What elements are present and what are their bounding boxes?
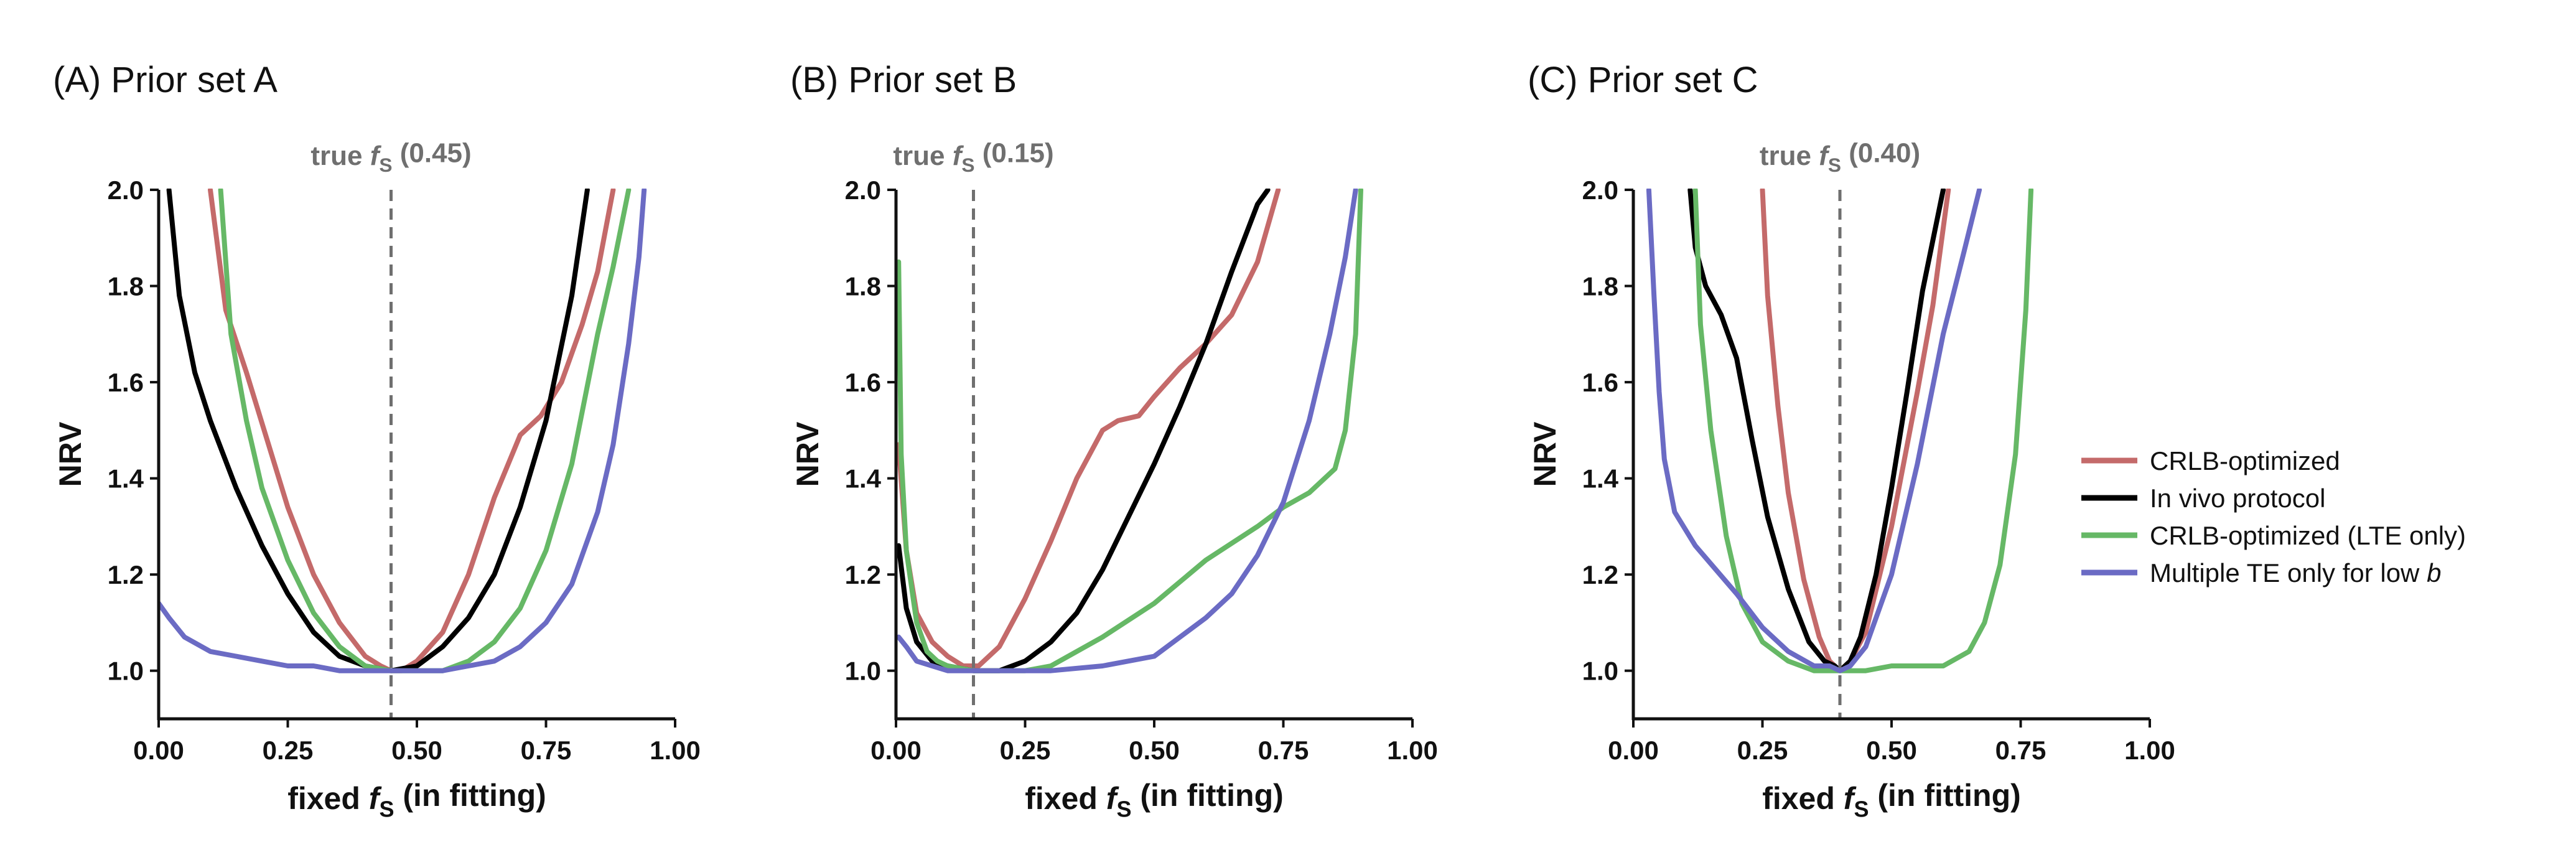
panel-title: (C) Prior set C <box>1528 60 1758 100</box>
series-line-multiple-te-only-for-low-b <box>159 189 647 673</box>
y-tick-label: 1.0 <box>108 657 144 686</box>
true-value-label: true fS​ (0.15) <box>893 138 1053 176</box>
y-tick-label: 1.2 <box>845 560 881 589</box>
y-tick-label: 1.6 <box>1582 368 1618 397</box>
x-axis-title: fixed fS​ (in fitting) <box>1762 778 2021 822</box>
y-tick-label: 1.4 <box>1582 464 1619 494</box>
series-line-multiple-te-only-for-low-b <box>896 189 1358 673</box>
curves <box>1646 189 2034 673</box>
x-tick-label: 1.00 <box>2124 736 2175 765</box>
series-line-crlb-optimized-lte-only <box>896 189 1363 673</box>
true-value-label: true fS​ (0.40) <box>1760 138 1920 176</box>
y-tick-label: 1.8 <box>1582 272 1618 301</box>
x-tick-label: 0.00 <box>1608 736 1659 765</box>
series-line-crlb-optimized-lte-only <box>1692 189 2034 673</box>
x-tick-label: 0.25 <box>263 736 314 765</box>
y-tick-label: 1.8 <box>845 272 881 301</box>
y-tick-label: 1.8 <box>108 272 144 301</box>
series-line-multiple-te-only-for-low-b <box>1646 189 1982 673</box>
x-tick-label: 0.75 <box>1995 736 2046 765</box>
series-line-in-vivo-protocol <box>896 189 1271 673</box>
x-axis-title: fixed fS​ (in fitting) <box>1025 778 1284 822</box>
x-tick-label: 0.75 <box>1258 736 1309 765</box>
x-tick-label: 0.50 <box>1129 736 1180 765</box>
series-line-in-vivo-protocol <box>1687 189 1946 673</box>
x-tick-label: 0.00 <box>870 736 922 765</box>
y-tick-label: 1.2 <box>108 560 144 589</box>
y-axis-title: NRV <box>1528 421 1562 487</box>
legend: CRLB-optimized In vivo protocol CRLB-optim… <box>2081 446 2466 588</box>
y-tick-label: 1.6 <box>108 368 144 397</box>
x-axis-title: fixed fS​ (in fitting) <box>287 778 546 822</box>
y-tick-label: 1.0 <box>845 657 881 686</box>
y-tick-label: 1.4 <box>108 464 144 494</box>
panel-b: (B) Prior set B true fS​ (0.15) 0.00 0.25 0.… <box>790 60 1438 822</box>
x-tick-label: 0.50 <box>391 736 442 765</box>
panel-title: (A) Prior set A <box>53 60 278 100</box>
y-tick-label: 2.0 <box>845 176 881 205</box>
x-tick-label: 1.00 <box>1387 736 1438 765</box>
x-tick-label: 1.00 <box>650 736 701 765</box>
x-tick-label: 0.00 <box>133 736 184 765</box>
x-tick-label: 0.25 <box>1000 736 1051 765</box>
y-tick-label: 2.0 <box>1582 176 1618 205</box>
x-tick-label: 0.25 <box>1737 736 1788 765</box>
y-tick-label: 1.4 <box>845 464 882 494</box>
x-tick-label: 0.75 <box>521 736 572 765</box>
panel-a: (A) Prior set A true fS​ (0.45) 0.00 0.25 0.… <box>53 60 701 822</box>
y-tick-label: 1.6 <box>845 368 881 397</box>
true-value-label: true fS​ (0.45) <box>310 138 471 176</box>
y-tick-label: 2.0 <box>108 176 144 205</box>
y-tick-label: 1.0 <box>1582 657 1618 686</box>
legend-label: Multiple TE only for low b <box>2150 558 2441 588</box>
x-tick-label: 0.50 <box>1866 736 1917 765</box>
curves <box>159 189 647 673</box>
series-line-crlb-optimized-lte-only <box>218 189 632 673</box>
y-axis-title: NRV <box>790 421 825 487</box>
y-tick-label: 1.2 <box>1582 560 1618 589</box>
legend-label: CRLB-optimized <box>2150 446 2340 475</box>
legend-label: CRLB-optimized (LTE only) <box>2150 521 2466 550</box>
curves <box>896 189 1363 673</box>
panel-title: (B) Prior set B <box>790 60 1017 100</box>
y-axis-title: NRV <box>53 421 88 487</box>
legend-label: In vivo protocol <box>2150 484 2325 513</box>
series-line-crlb-optimized <box>208 189 616 673</box>
